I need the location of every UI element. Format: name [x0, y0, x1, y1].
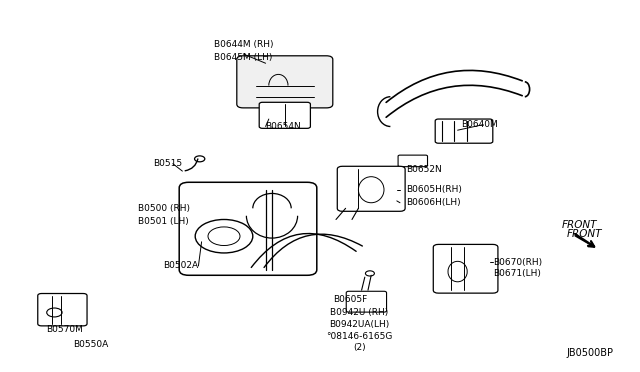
Text: B0645M (LH): B0645M (LH) — [214, 53, 273, 62]
FancyBboxPatch shape — [435, 119, 493, 143]
Text: °08146-6165G: °08146-6165G — [326, 332, 393, 341]
Text: B0605H(RH): B0605H(RH) — [406, 185, 462, 194]
FancyBboxPatch shape — [346, 291, 387, 312]
Text: B0605F: B0605F — [333, 295, 367, 304]
Text: B0500 (RH): B0500 (RH) — [138, 204, 189, 213]
Text: B0502A: B0502A — [163, 262, 198, 270]
FancyArrowPatch shape — [264, 234, 362, 267]
Text: (2): (2) — [353, 343, 366, 352]
FancyBboxPatch shape — [179, 182, 317, 275]
Text: B0942UA(LH): B0942UA(LH) — [330, 320, 390, 329]
Text: FRONT: FRONT — [562, 220, 597, 230]
Text: JB0500BP: JB0500BP — [566, 349, 613, 358]
Text: B0550A: B0550A — [74, 340, 109, 349]
Text: B0501 (LH): B0501 (LH) — [138, 217, 188, 226]
FancyBboxPatch shape — [259, 102, 310, 128]
FancyArrowPatch shape — [386, 70, 522, 102]
FancyBboxPatch shape — [38, 294, 87, 326]
Text: B0671(LH): B0671(LH) — [493, 269, 541, 278]
Text: FRONT: FRONT — [566, 230, 602, 239]
Text: B0654N: B0654N — [266, 122, 301, 131]
Text: B0515: B0515 — [154, 159, 183, 168]
Text: B0640M: B0640M — [461, 120, 497, 129]
FancyBboxPatch shape — [337, 166, 405, 211]
Text: B0606H(LH): B0606H(LH) — [406, 198, 461, 207]
Text: B0644M (RH): B0644M (RH) — [214, 40, 274, 49]
Text: B0670(RH): B0670(RH) — [493, 258, 542, 267]
Text: B0652N: B0652N — [406, 165, 442, 174]
FancyBboxPatch shape — [398, 155, 428, 167]
Text: B0942U (RH): B0942U (RH) — [330, 308, 388, 317]
FancyArrowPatch shape — [252, 234, 356, 267]
FancyBboxPatch shape — [433, 244, 498, 293]
Text: B0570M: B0570M — [46, 325, 83, 334]
FancyArrowPatch shape — [386, 85, 522, 117]
FancyArrowPatch shape — [185, 159, 198, 171]
FancyBboxPatch shape — [237, 56, 333, 108]
